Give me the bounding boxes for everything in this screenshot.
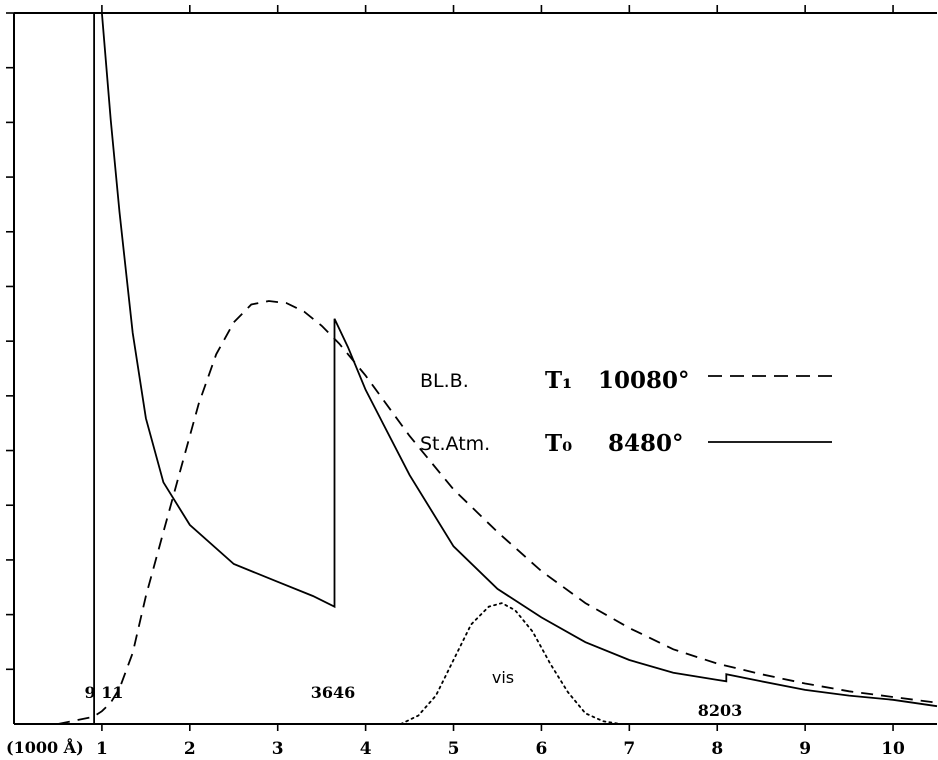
legend-entry-stellar-atmosphere: St.Atm. T₀ 8480° [420, 430, 832, 457]
x-tick-label: 10 [881, 739, 905, 759]
legend-symbol-t1: T₁ [545, 367, 572, 394]
x-tick-label: 6 [536, 739, 548, 759]
legend: BL.B. T₁ 10080° St.Atm. T₀ 8480° [420, 367, 832, 457]
annotation-8203: 8203 [698, 701, 743, 720]
x-unit-label: (1000 Å) [6, 736, 84, 757]
legend-value-blackbody: 10080° [598, 367, 690, 394]
annotation-vis: vis [492, 668, 514, 687]
chart-axes [13, 12, 937, 725]
legend-value-stellar-atmosphere: 8480° [608, 430, 684, 457]
x-tick-label: 3 [272, 739, 284, 759]
x-tick-label: 8 [711, 739, 723, 759]
x-tick-label: 2 [184, 739, 196, 759]
x-tick-label: 1 [96, 739, 108, 759]
annotation-911: 9 11 [85, 683, 124, 702]
legend-label-stellar-atmosphere: St.Atm. [420, 433, 490, 455]
annotation-3646: 3646 [311, 683, 356, 702]
series-solid-line [58, 12, 938, 725]
legend-entry-blackbody: BL.B. T₁ 10080° [420, 367, 832, 394]
series-dotted-line [399, 602, 622, 725]
x-tick-label: 7 [623, 739, 635, 759]
x-axis-ticks: 1 2 3 4 5 6 7 8 9 10 [96, 5, 905, 759]
series-dashed-line [57, 300, 938, 725]
x-tick-label: 4 [360, 739, 372, 759]
legend-symbol-t0: T₀ [545, 430, 572, 457]
series-layer [57, 12, 938, 725]
x-tick-label: 9 [799, 739, 811, 759]
y-axis-ticks [6, 12, 14, 671]
legend-label-blackbody: BL.B. [420, 370, 469, 392]
x-tick-label: 5 [448, 739, 460, 759]
